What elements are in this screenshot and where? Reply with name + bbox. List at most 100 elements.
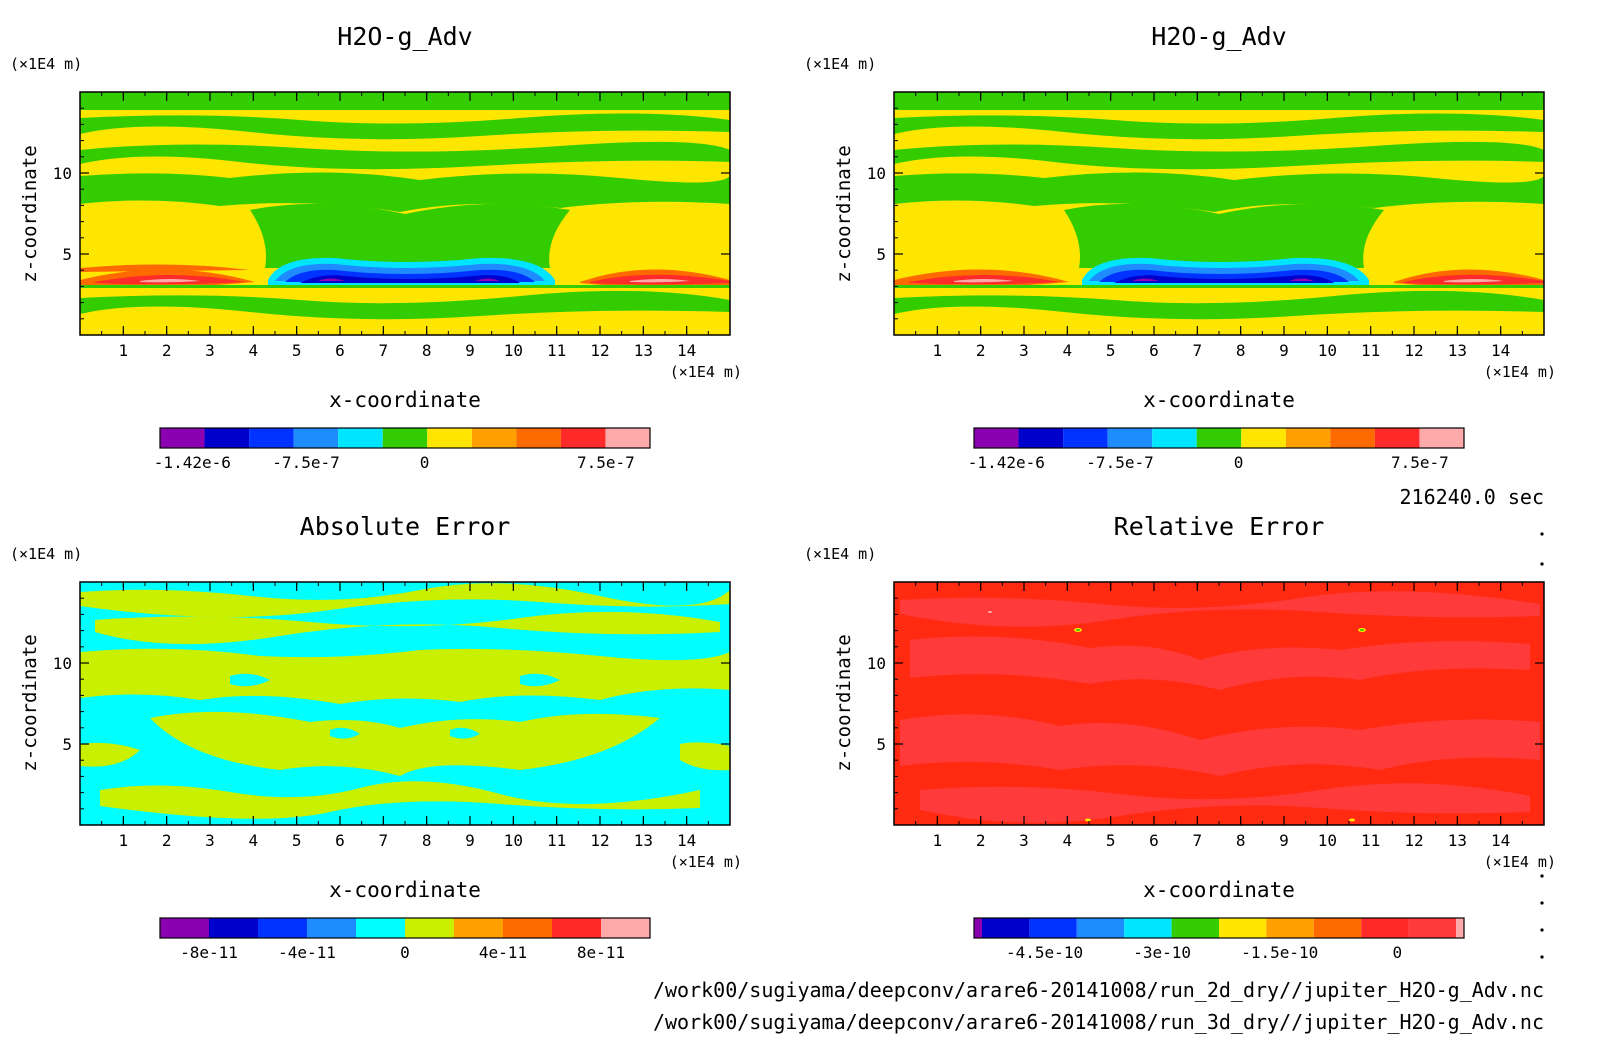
colorbar-label: -7.5e-7: [272, 453, 339, 472]
colorbar-segment: [1330, 428, 1375, 448]
colorbar-segment: [1313, 918, 1362, 938]
x-ticks: 1 2 3 4 5 6 7 8 9 10 11 12 13 14: [101, 582, 709, 850]
x-tick-label: 11: [1361, 831, 1380, 850]
colorbar-segment: [1196, 428, 1242, 448]
x-tick-label: 4: [1063, 831, 1073, 850]
colorbar-segment: [427, 428, 472, 448]
colorbar-segment: [1076, 918, 1125, 938]
x-tick-label: 12: [1404, 831, 1423, 850]
contour-field: [894, 92, 1544, 335]
x-tick-label: 3: [1019, 831, 1029, 850]
file-path-2: /work00/sugiyama/deepconv/arare6-2014100…: [653, 1010, 1544, 1034]
colorbar-segment: [204, 428, 250, 448]
x-tick-label: 8: [422, 341, 432, 360]
colorbar-segment: [1018, 428, 1064, 448]
colorbar-label: 7.5e-7: [1391, 453, 1449, 472]
margin-dots: [1540, 532, 1544, 959]
colorbar-segment: [982, 918, 1030, 938]
colorbar: -1.42e-6 -7.5e-7 0 7.5e-7: [968, 427, 1465, 472]
panel-top-right: H2O-g_Adv (×1E4 m): [804, 22, 1556, 472]
y-ticks: 5 10: [53, 107, 730, 320]
colorbar-frame: [159, 917, 651, 939]
panel-title: Relative Error: [1114, 512, 1325, 541]
colorbar-segment: [1361, 918, 1409, 938]
panel-bottom-left: Absolute Error (×1E4 m) 1 2 3 4 5 6 7 8 9 10 11 12 1…: [10, 512, 742, 962]
x-axis-label: x-coordinate: [329, 388, 481, 412]
x-tick-label: 6: [335, 341, 345, 360]
colorbar-segment: [974, 918, 982, 938]
y-unit-label: (×1E4 m): [804, 545, 876, 563]
colorbar-segment: [1107, 428, 1153, 448]
colorbar-segment: [1219, 918, 1267, 938]
y-unit-label: (×1E4 m): [10, 545, 82, 563]
x-tick-label: 6: [335, 831, 345, 850]
x-axis-label: x-coordinate: [1143, 388, 1295, 412]
colorbar-label: -1.42e-6: [968, 453, 1045, 472]
colorbar-segment: [1266, 918, 1314, 938]
x-unit-label: (×1E4 m): [670, 363, 742, 381]
colorbar-label: -8e-11: [180, 943, 238, 962]
x-ticks: 1 2 3 4 5 6 7 8 9 10 11 12 13 14: [915, 92, 1523, 360]
x-axis-label: x-coordinate: [329, 878, 481, 902]
colorbar-segment: [516, 428, 561, 448]
x-tick-label: 12: [590, 831, 609, 850]
x-tick-label: 1: [933, 831, 943, 850]
y-tick-label: 5: [876, 735, 886, 754]
colorbar-segment: [209, 918, 258, 938]
colorbar-frame: [973, 917, 1465, 939]
x-tick-label: 12: [590, 341, 609, 360]
x-tick-label: 2: [162, 341, 172, 360]
colorbar-segment: [160, 918, 209, 938]
y-tick-label: 10: [867, 164, 886, 183]
x-tick-label: 13: [1448, 341, 1467, 360]
colorbar-label: 0: [400, 943, 410, 962]
y-ticks: 5 10: [867, 597, 1544, 810]
colorbar-label: 0: [1234, 453, 1244, 472]
x-tick-label: 3: [205, 341, 215, 360]
colorbar-segment: [974, 428, 1019, 448]
y-unit-label: (×1E4 m): [10, 55, 82, 73]
colorbar-label: -1.42e-6: [154, 453, 231, 472]
panel-title: H2O-g_Adv: [1151, 22, 1286, 51]
x-ticks: 1 2 3 4 5 6 7 8 9 10 11 12 13 14: [915, 582, 1523, 850]
colorbar-segment: [1152, 428, 1197, 448]
x-tick-label: 6: [1149, 341, 1159, 360]
x-tick-label: 3: [1019, 341, 1029, 360]
x-tick-label: 9: [465, 341, 475, 360]
x-tick-label: 14: [677, 341, 696, 360]
colorbar-segment: [601, 918, 650, 938]
y-tick-label: 5: [876, 245, 886, 264]
x-tick-label: 5: [292, 831, 302, 850]
colorbar-segment: [382, 428, 428, 448]
colorbar-label: -4e-11: [278, 943, 336, 962]
colorbar-segment: [1171, 918, 1219, 938]
x-tick-label: 2: [976, 341, 986, 360]
x-tick-label: 10: [504, 831, 523, 850]
y-tick-label: 5: [62, 245, 72, 264]
contour-field: [80, 582, 730, 825]
x-tick-label: 10: [1318, 341, 1337, 360]
x-tick-label: 5: [292, 341, 302, 360]
colorbar-segment: [307, 918, 356, 938]
x-tick-label: 1: [119, 831, 129, 850]
colorbar-segment: [1456, 918, 1464, 938]
x-tick-label: 13: [634, 831, 653, 850]
x-tick-label: 4: [249, 831, 259, 850]
x-unit-label: (×1E4 m): [1484, 363, 1556, 381]
time-label: 216240.0 sec: [1400, 485, 1545, 509]
colorbar-label: 7.5e-7: [577, 453, 635, 472]
y-axis-label: z-coordinate: [19, 634, 41, 771]
x-unit-label: (×1E4 m): [670, 853, 742, 871]
x-tick-label: 13: [1448, 831, 1467, 850]
x-tick-label: 9: [1279, 341, 1289, 360]
colorbar-segment: [258, 918, 307, 938]
colorbar-segment: [1063, 428, 1108, 448]
x-tick-label: 11: [1361, 341, 1380, 360]
y-tick-label: 10: [53, 164, 72, 183]
x-ticks: 1 2 3 4 5 6 7 8 9 10 11 12 13 14: [101, 92, 709, 360]
panel-title: H2O-g_Adv: [337, 22, 472, 51]
x-tick-label: 7: [1193, 831, 1203, 850]
colorbar-segment: [249, 428, 294, 448]
x-tick-label: 6: [1149, 831, 1159, 850]
